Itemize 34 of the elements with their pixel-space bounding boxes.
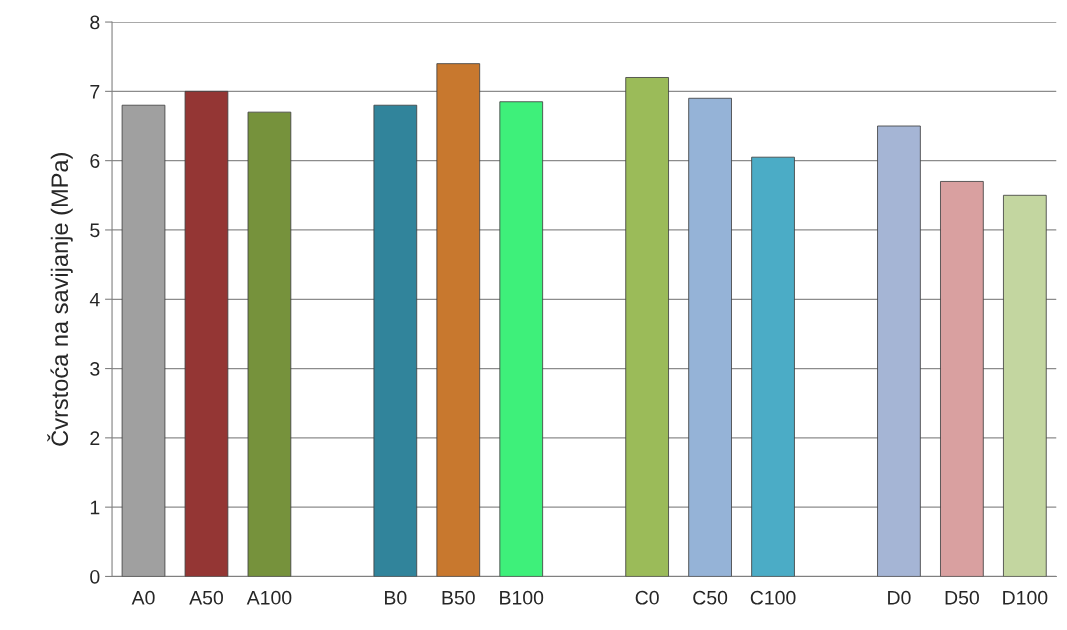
bar (688, 97, 732, 577)
x-tick-label: D100 (1003, 590, 1048, 605)
y-tick-label: 7 (90, 85, 100, 99)
y-tick-label: 5 (90, 223, 100, 238)
bar (373, 104, 418, 577)
bar (751, 156, 795, 577)
x-tick-label: A100 (246, 590, 292, 605)
x-tick-label: B100 (500, 590, 544, 605)
bar (184, 90, 229, 577)
x-tick-label: D0 (888, 590, 911, 605)
bar (877, 125, 921, 577)
y-tick-label: 1 (90, 500, 100, 515)
bar (121, 104, 166, 577)
x-tick-label: B50 (442, 590, 475, 605)
x-tick-label: B0 (385, 590, 407, 605)
y-tick-label: 4 (89, 292, 100, 307)
y-tick-label: 2 (90, 431, 100, 445)
bar (436, 63, 481, 577)
bar (247, 111, 292, 577)
y-axis-title: Čvrstoća na savijanje (MPa) (47, 153, 73, 446)
y-tick-label: 8 (90, 15, 100, 30)
bar (499, 101, 544, 577)
x-tick-label: C50 (693, 590, 728, 605)
bar (625, 77, 669, 577)
x-tick-label: A0 (131, 590, 155, 605)
x-tick-label: C100 (750, 590, 796, 605)
y-tick-label: 0 (90, 569, 100, 584)
bar (940, 181, 984, 577)
x-tick-label: C0 (635, 590, 659, 605)
y-tick-label: 6 (90, 154, 100, 168)
x-tick-label: D50 (945, 590, 979, 605)
bar (1003, 194, 1047, 577)
x-tick-label: A50 (189, 590, 223, 605)
y-tick-label: 3 (90, 362, 100, 376)
